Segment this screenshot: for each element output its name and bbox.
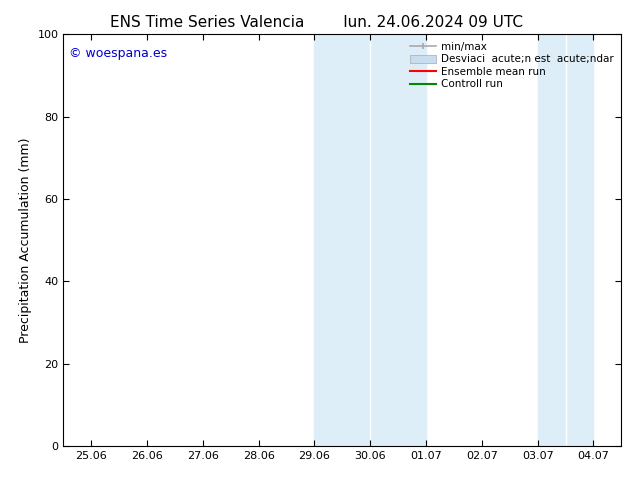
Bar xyxy=(538,34,593,446)
Y-axis label: Precipitation Accumulation (mm): Precipitation Accumulation (mm) xyxy=(19,137,32,343)
Legend: min/max, Desviaci  acute;n est  acute;ndar, Ensemble mean run, Controll run: min/max, Desviaci acute;n est acute;ndar… xyxy=(408,40,616,92)
Bar xyxy=(314,34,426,446)
Text: ENS Time Series Valencia        lun. 24.06.2024 09 UTC: ENS Time Series Valencia lun. 24.06.2024… xyxy=(110,15,524,30)
Text: © woespana.es: © woespana.es xyxy=(69,47,167,60)
